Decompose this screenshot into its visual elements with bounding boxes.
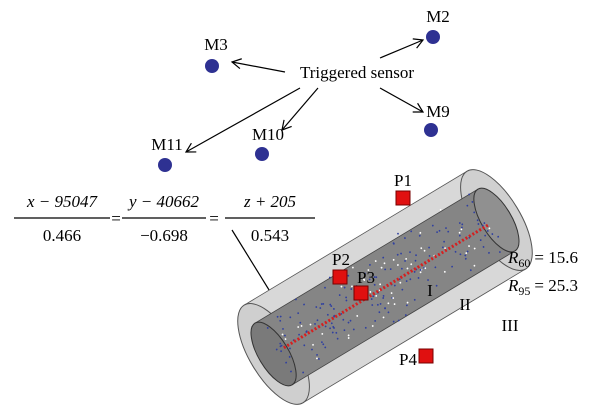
radius-subscript: 60 xyxy=(518,256,530,270)
arrow xyxy=(380,40,423,58)
sensor-label: M2 xyxy=(426,7,450,26)
arrow xyxy=(232,62,285,72)
sensor-dot xyxy=(426,30,440,44)
radius-subscript: 95 xyxy=(518,284,530,298)
point-cube xyxy=(354,286,368,300)
point-label: P4 xyxy=(399,350,417,369)
point-cube xyxy=(333,270,347,284)
triggered-label: Triggered sensor xyxy=(300,63,414,82)
equals: = xyxy=(209,209,219,228)
radius-label: R95 = 25.3 xyxy=(507,276,578,298)
radius-symbol: R xyxy=(507,276,519,295)
equation: x − 95047 0.466 = y − 40662 −0.698 = z +… xyxy=(14,192,315,245)
sensor-dot xyxy=(255,147,269,161)
radius-value: = 15.6 xyxy=(534,248,578,267)
sensor-label: M9 xyxy=(426,102,450,121)
point-label: P2 xyxy=(332,250,350,269)
radius-symbol: R xyxy=(507,248,519,267)
sensor-dot xyxy=(205,59,219,73)
region-label: III xyxy=(502,316,519,335)
sensor-label: M3 xyxy=(204,35,228,54)
denominator: −0.698 xyxy=(140,226,188,245)
region-label: I xyxy=(427,281,433,300)
equals: = xyxy=(111,209,121,228)
denominator: 0.466 xyxy=(43,226,81,245)
sensor-label: M10 xyxy=(252,125,284,144)
point-cube xyxy=(419,349,433,363)
arrow xyxy=(380,88,423,112)
radius-label: R60 = 15.6 xyxy=(507,248,578,270)
sensor-dot xyxy=(158,158,172,172)
radius-value: = 25.3 xyxy=(534,276,578,295)
sensor-dot xyxy=(424,123,438,137)
point-cube xyxy=(396,191,410,205)
region-label: II xyxy=(459,295,471,314)
numerator: x − 95047 xyxy=(26,192,99,211)
denominator: 0.543 xyxy=(251,226,289,245)
point-label: P3 xyxy=(357,268,375,287)
numerator: y − 40662 xyxy=(127,192,200,211)
point-label: P1 xyxy=(394,171,412,190)
diagram: M2 M3 M9 M11 M10 Triggered sensor x − 95… xyxy=(0,0,610,406)
sensors xyxy=(158,30,440,172)
numerator: z + 205 xyxy=(243,192,296,211)
sensor-label: M11 xyxy=(151,135,183,154)
arrow xyxy=(282,88,318,130)
